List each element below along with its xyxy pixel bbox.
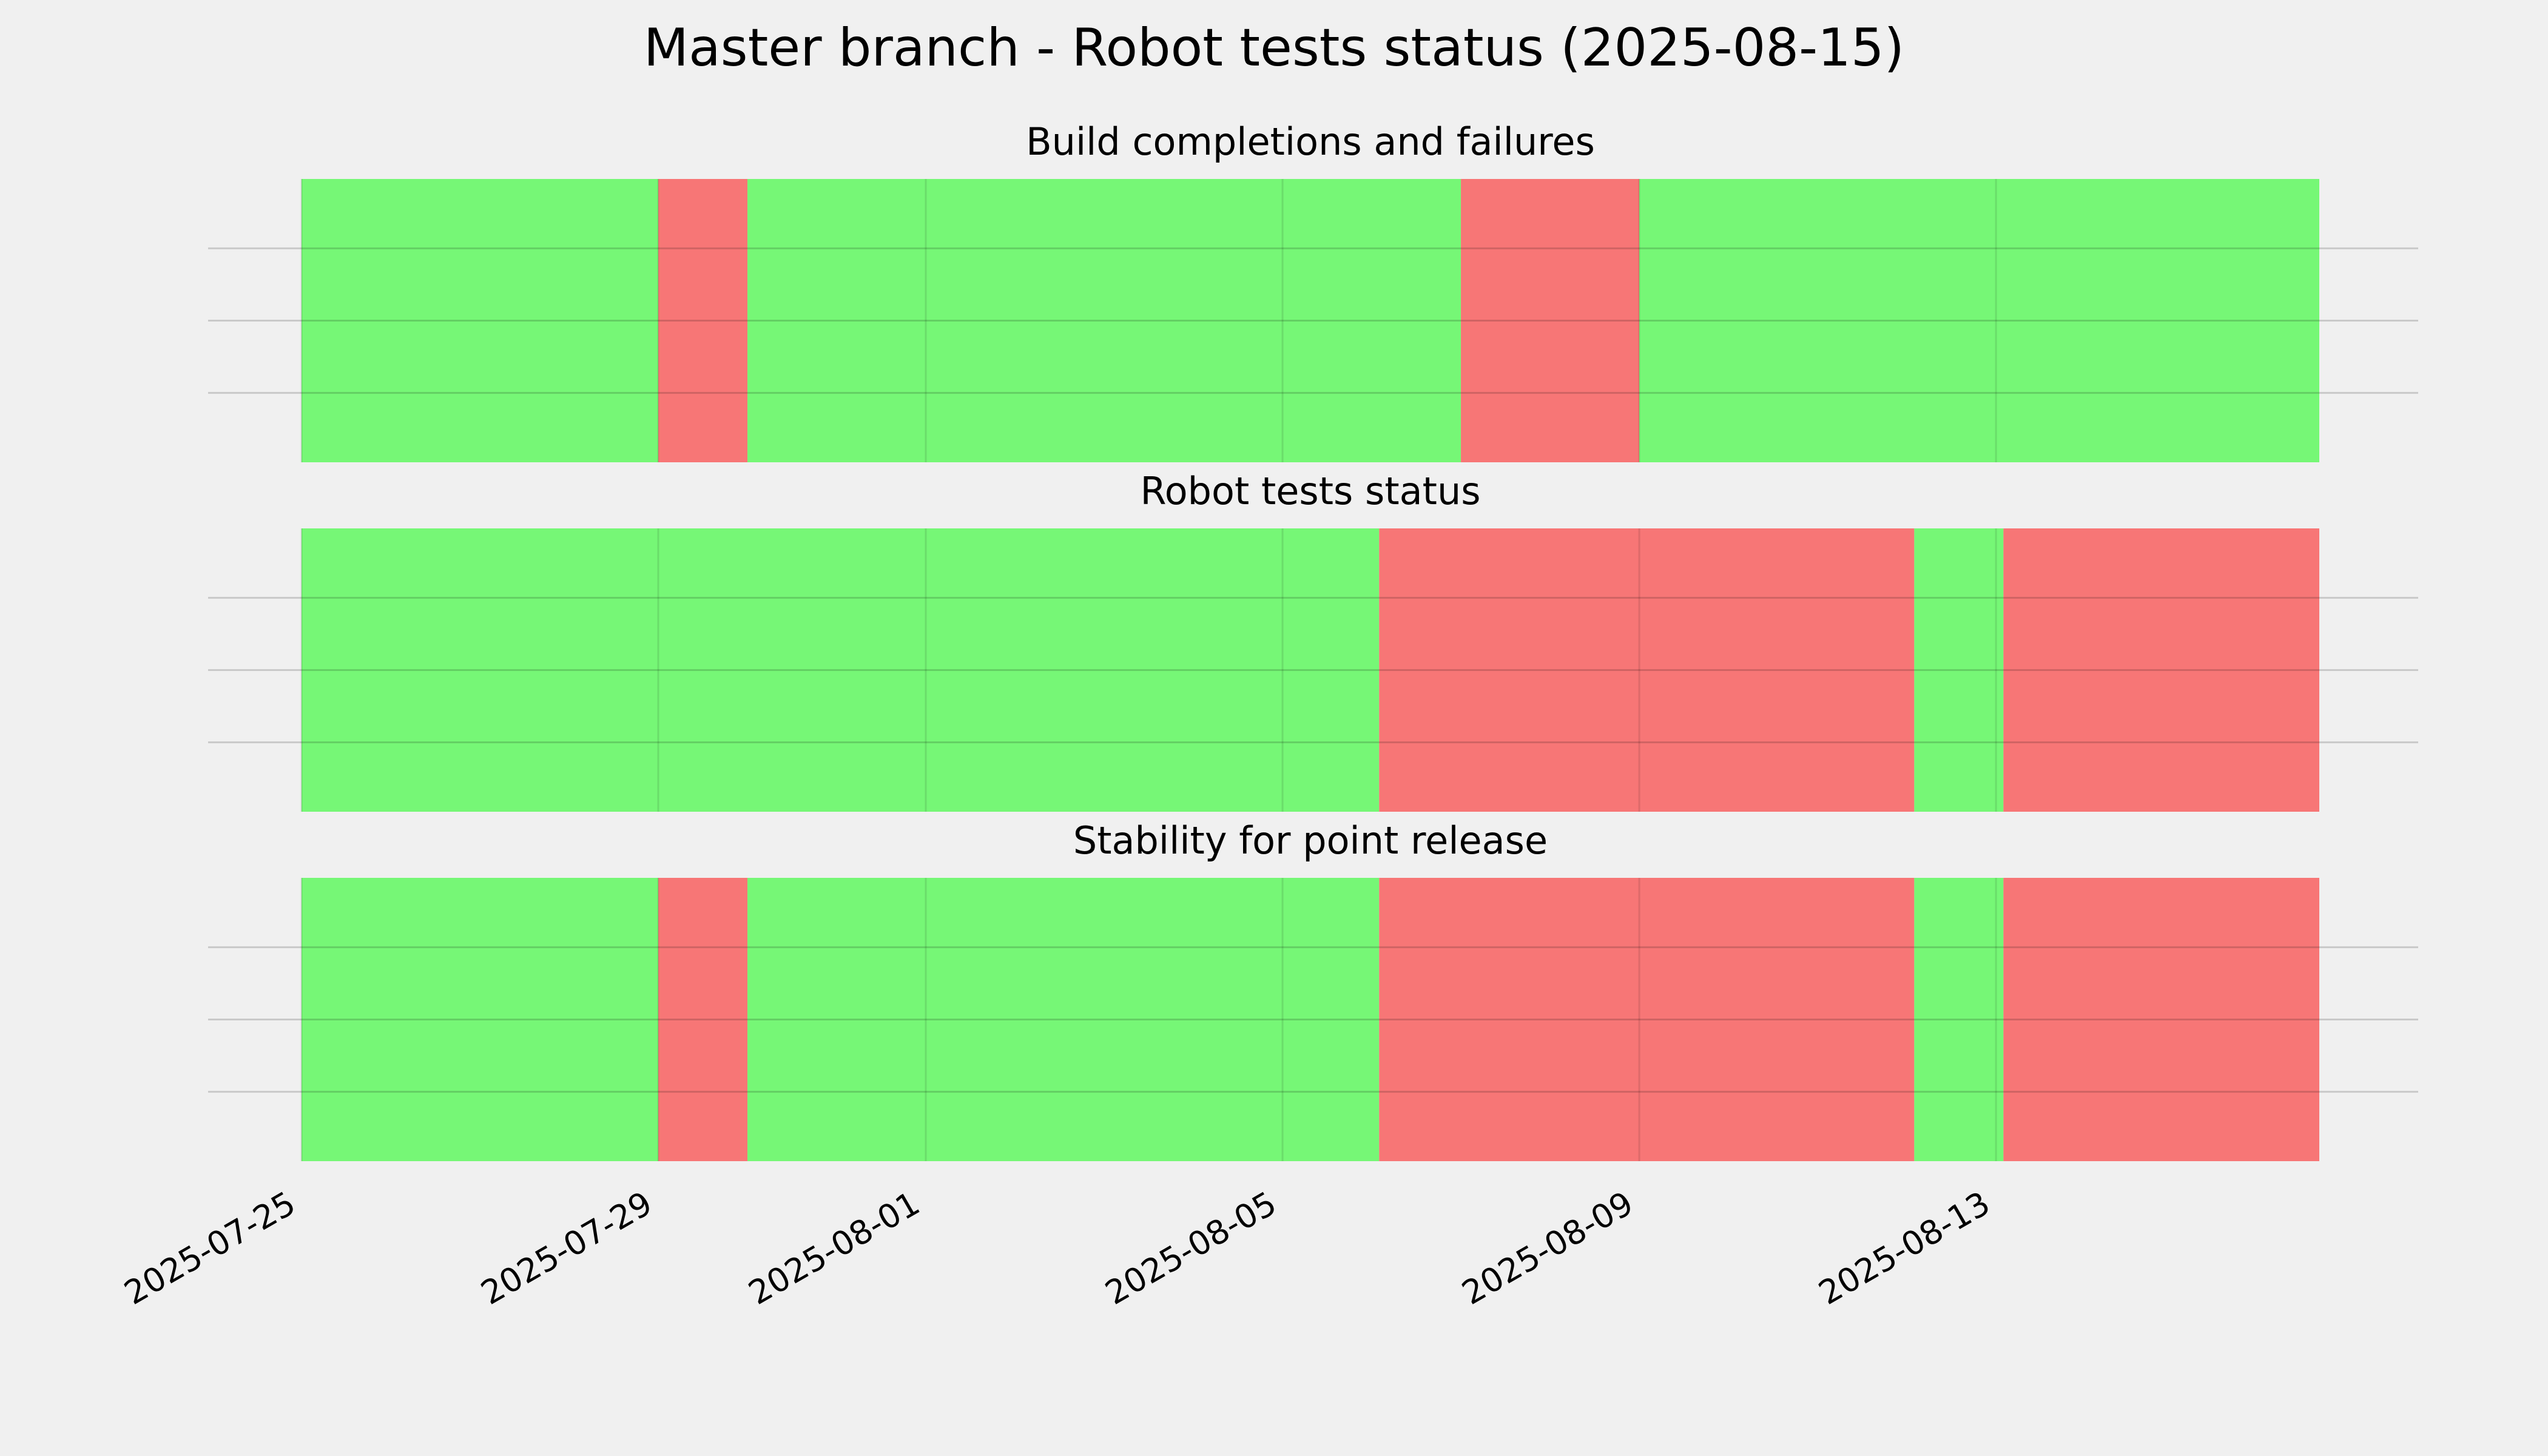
status-segment-failure [658, 878, 748, 1161]
status-segment-failure [658, 179, 748, 462]
status-segment-success [302, 179, 659, 462]
panel-1: Build completions and failures [208, 120, 2418, 462]
panels: Build completions and failures Robot test… [208, 120, 2418, 1161]
status-segment-success [1914, 878, 2004, 1161]
status-segment-success [1639, 179, 2319, 462]
panel-title: Stability for point release [1073, 818, 1548, 863]
status-segment-success [747, 179, 1461, 462]
status-segment-failure [1461, 179, 1640, 462]
panel-title: Robot tests status [1140, 469, 1480, 513]
status-segment-failure [1379, 528, 1915, 812]
panel-2: Robot tests status [208, 469, 2418, 812]
status-segment-success [302, 528, 1380, 812]
panel-title: Build completions and failures [1026, 120, 1595, 164]
panel-3: Stability for point release [208, 818, 2418, 1161]
status-segment-failure [2003, 528, 2319, 812]
status-segment-failure [2003, 878, 2319, 1161]
status-segment-success [302, 878, 659, 1161]
status-segment-failure [1379, 878, 1915, 1161]
status-segment-success [747, 878, 1380, 1161]
status-segment-success [1914, 528, 2004, 812]
chart-title: Master branch - Robot tests status (2025… [644, 18, 1904, 78]
